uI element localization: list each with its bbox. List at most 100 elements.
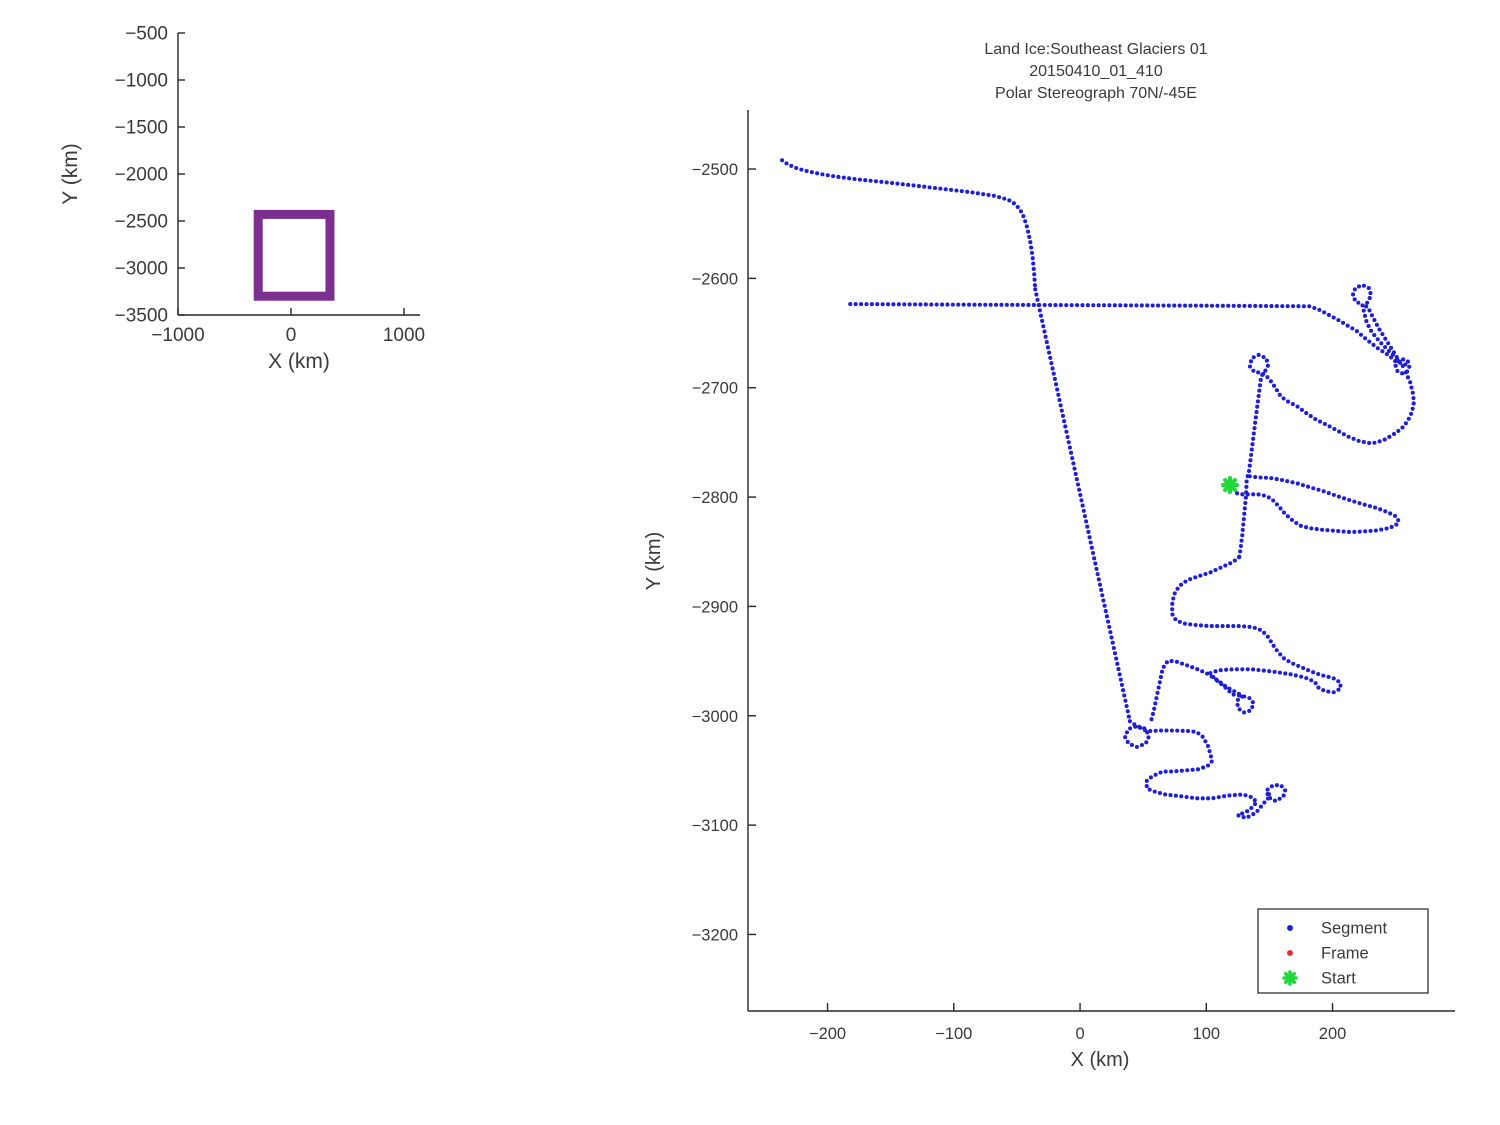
track-dot — [956, 302, 961, 307]
track-dot — [1336, 494, 1341, 499]
track-dot — [1290, 480, 1295, 485]
track-dot — [1366, 323, 1371, 329]
track-dot — [1299, 674, 1304, 679]
track-dot — [1300, 483, 1305, 488]
track-dot — [1274, 304, 1279, 309]
track-dot — [1271, 383, 1277, 388]
track-dot — [1078, 492, 1083, 498]
track-dot — [1248, 794, 1253, 799]
track-dot — [1158, 770, 1163, 775]
track-dot — [1080, 303, 1085, 308]
track-dot — [1394, 522, 1399, 527]
track-dot — [853, 302, 858, 307]
track-dot — [1050, 366, 1055, 371]
track-dot — [1015, 204, 1020, 210]
track-dot — [1090, 551, 1096, 556]
track-dot — [1265, 375, 1270, 380]
track-dot — [1227, 686, 1232, 691]
track-dot — [1255, 399, 1260, 404]
track-dot — [1092, 556, 1097, 561]
track-dot — [1326, 689, 1331, 694]
track-dot — [857, 177, 862, 182]
track-dot — [1295, 481, 1300, 486]
track-dot — [1394, 354, 1399, 360]
track-dot — [1159, 728, 1164, 733]
track-dot — [1150, 303, 1155, 308]
track-dot — [1139, 742, 1145, 748]
track-dot — [825, 173, 830, 178]
track-dot — [804, 168, 809, 174]
track-dot — [1206, 796, 1211, 801]
track-dot — [799, 167, 804, 172]
track-dot — [1119, 682, 1124, 687]
track-dot — [949, 187, 954, 192]
track-dot — [1352, 297, 1357, 302]
track-dot — [1191, 729, 1196, 734]
track-dot — [880, 302, 885, 307]
track-dot — [1157, 790, 1162, 796]
inset-y-tick-label: −2000 — [115, 165, 168, 186]
track-dot — [1350, 326, 1355, 331]
track-dot — [1266, 495, 1271, 500]
track-dot — [1244, 484, 1249, 489]
track-dot — [1174, 769, 1179, 774]
track-dot — [1403, 370, 1408, 375]
track-dot — [1058, 403, 1063, 408]
track-dot — [1178, 582, 1184, 587]
track-dot — [1387, 434, 1392, 439]
track-dot — [1283, 788, 1288, 793]
track-dot — [1089, 545, 1094, 550]
track-dot — [1096, 303, 1101, 308]
track-dot — [1198, 573, 1203, 578]
track-dot — [789, 163, 794, 168]
track-dot — [1051, 371, 1056, 376]
track-dot — [1245, 492, 1250, 497]
track-dot — [1042, 329, 1047, 334]
track-dot — [859, 302, 864, 307]
track-dot — [1357, 501, 1362, 506]
track-dot — [875, 302, 880, 307]
track-dot — [1114, 656, 1119, 661]
track-dot — [1410, 390, 1415, 395]
track-dot — [1174, 659, 1179, 664]
track-dot — [1102, 303, 1107, 308]
track-dot — [1123, 735, 1128, 740]
track-dot — [1313, 681, 1318, 686]
track-dot — [884, 180, 889, 185]
track-dot — [1278, 652, 1283, 657]
track-dot — [1209, 674, 1214, 679]
main-x-tick-label: 100 — [1193, 1025, 1221, 1043]
track-dot — [1107, 303, 1112, 308]
track-dot — [1152, 706, 1157, 711]
main-y-tick-label: −2900 — [692, 598, 738, 616]
track-dot — [1317, 419, 1323, 424]
track-dot — [1368, 291, 1373, 296]
track-dot — [1279, 477, 1285, 483]
track-dot — [1231, 303, 1236, 308]
track-dot — [1064, 429, 1069, 434]
track-dot — [1097, 582, 1103, 587]
main-y-tick-label: −2500 — [692, 161, 738, 179]
track-dot — [1035, 297, 1040, 302]
track-dot — [965, 189, 970, 194]
track-dot — [869, 302, 874, 307]
track-dot — [1060, 413, 1066, 418]
track-dot — [1281, 396, 1286, 401]
track-dot — [1123, 303, 1128, 308]
track-dot — [1286, 399, 1291, 404]
track-dot — [1257, 627, 1262, 632]
track-dot — [1057, 398, 1062, 403]
track-dot — [1411, 396, 1416, 401]
track-dot — [1242, 624, 1247, 629]
track-dot — [1205, 743, 1211, 749]
track-dot — [988, 302, 993, 307]
track-dot — [1031, 261, 1036, 266]
track-dot — [1175, 586, 1180, 591]
track-dot — [1377, 439, 1382, 444]
track-dot — [1256, 393, 1261, 399]
track-dot — [1189, 795, 1194, 800]
track-dot — [1075, 482, 1081, 487]
track-dot — [1074, 477, 1079, 482]
track-dot — [1407, 364, 1412, 369]
track-dot — [1236, 813, 1241, 818]
